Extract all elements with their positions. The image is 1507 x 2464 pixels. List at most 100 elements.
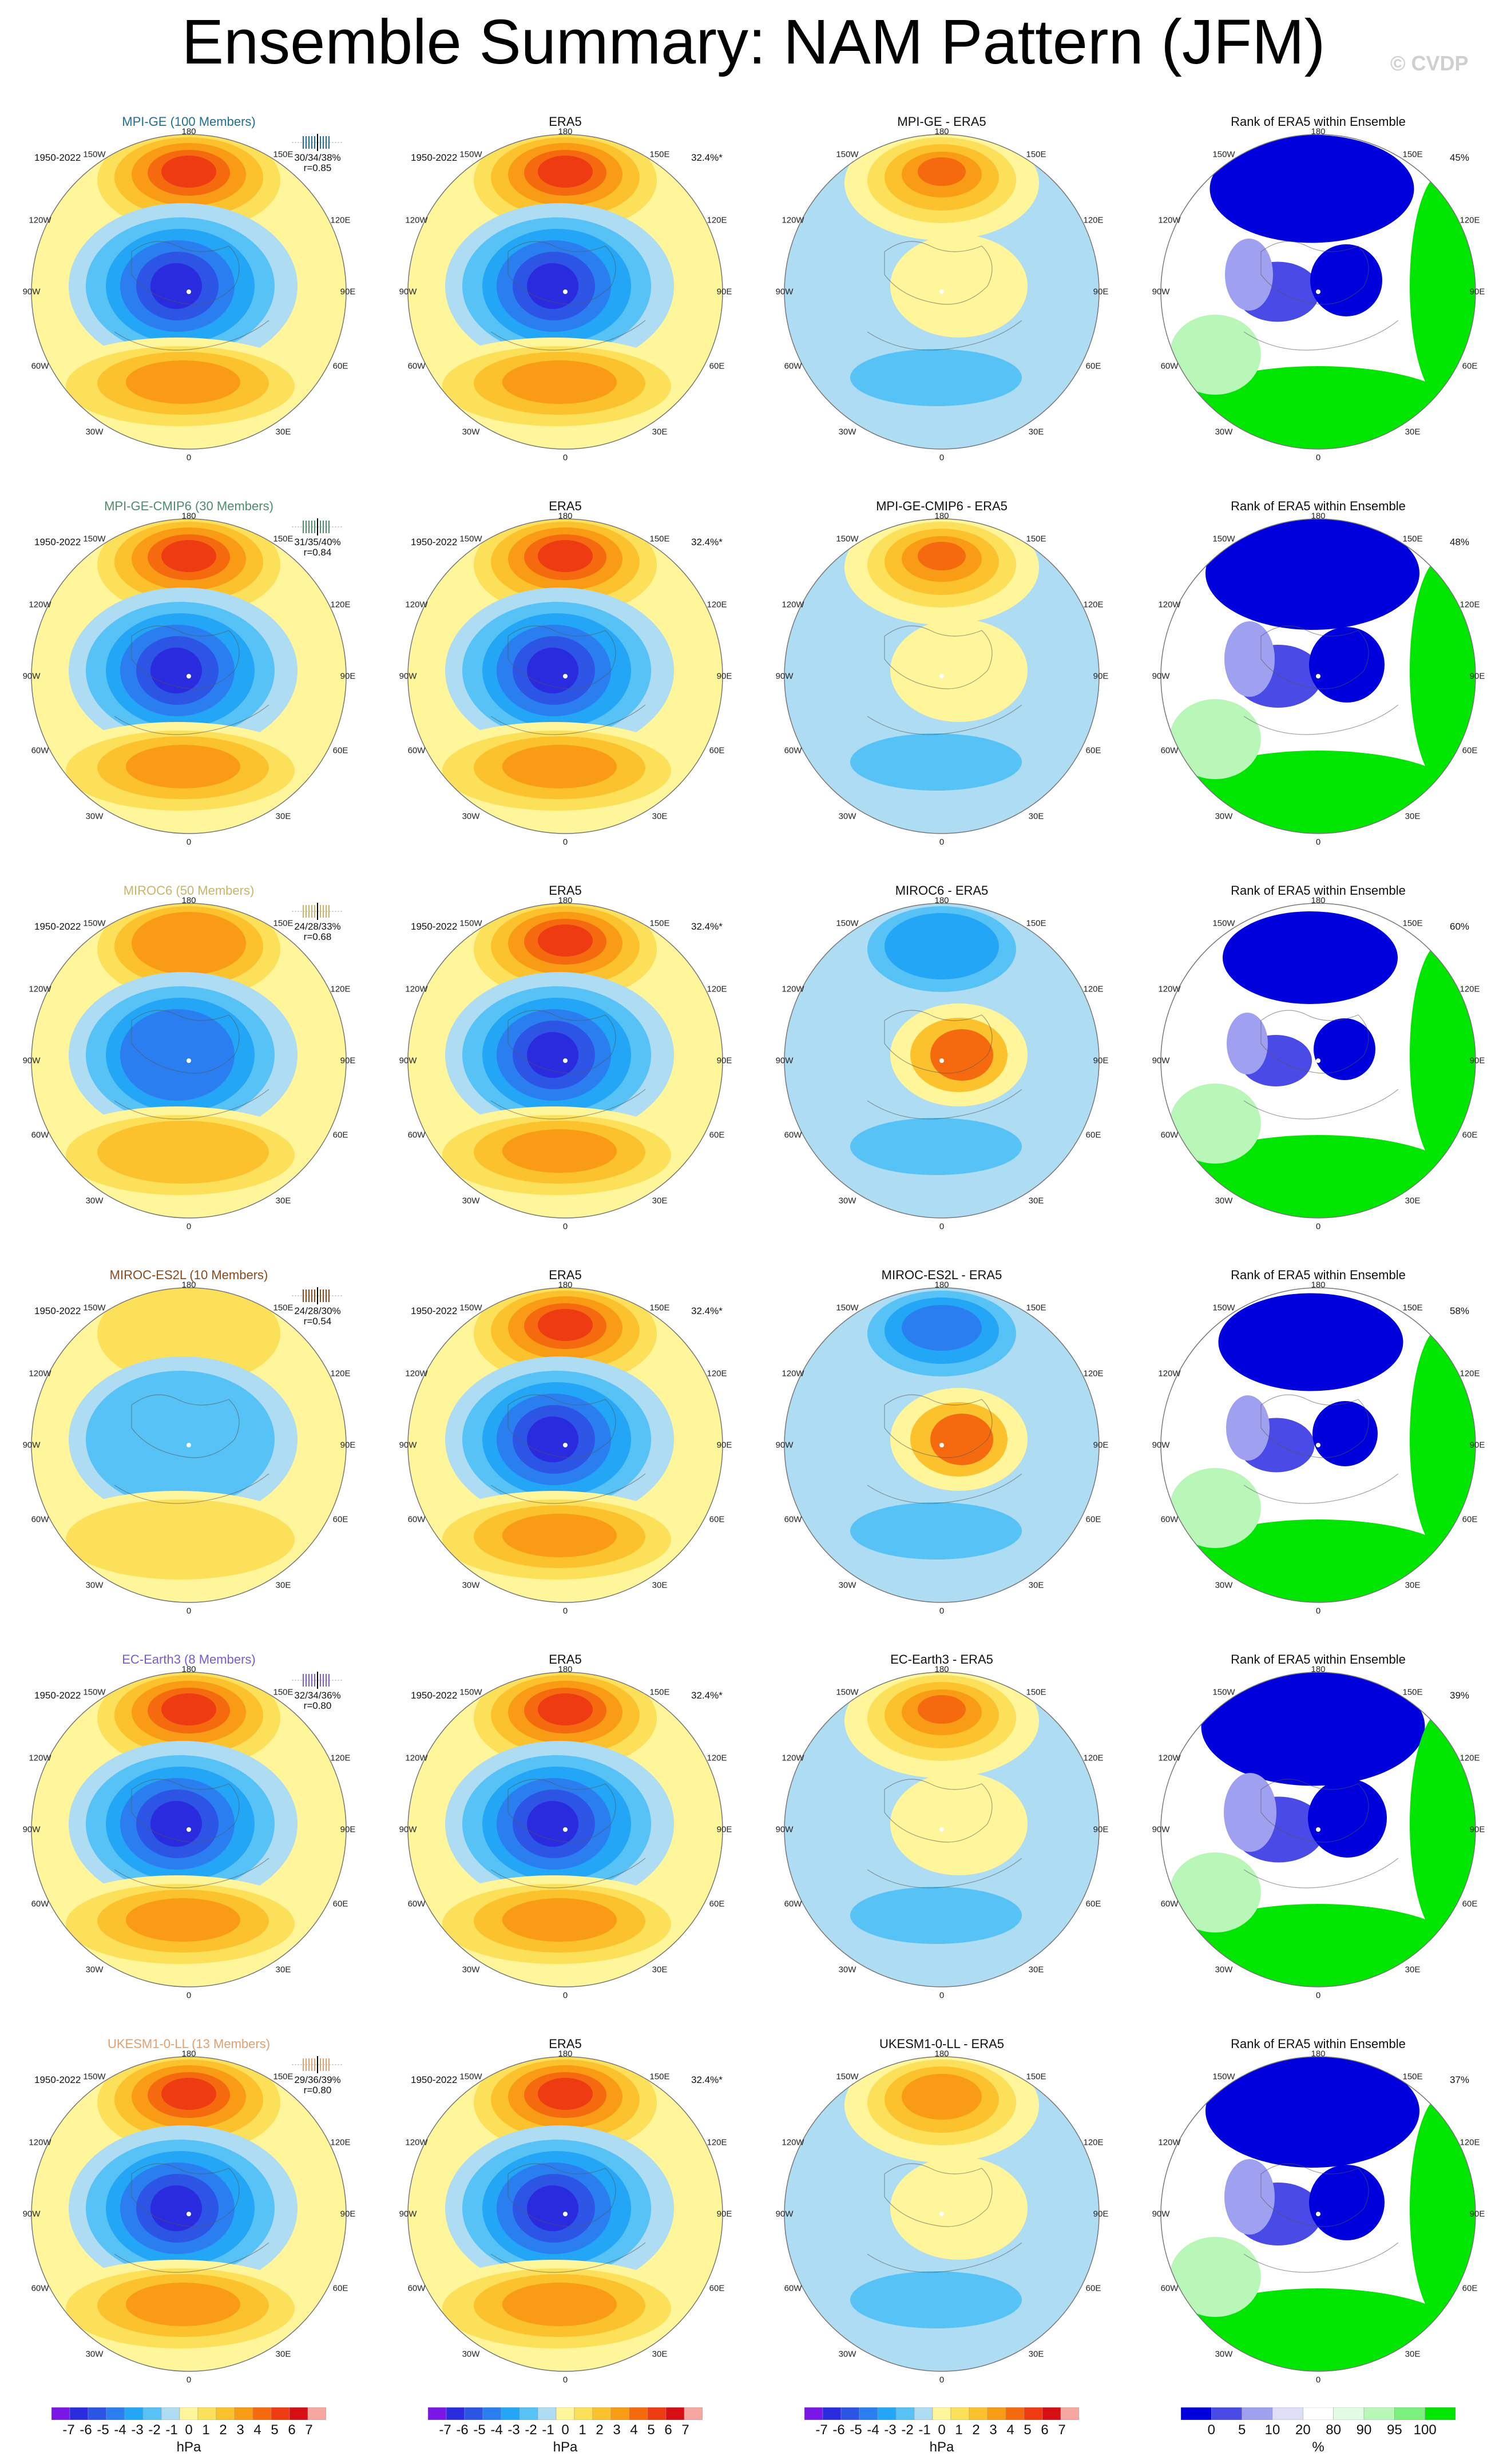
colorbar-tick: 0 [1207,2422,1216,2438]
coord-label: 120E [1083,600,1104,610]
coord-label: 120E [1460,2137,1480,2148]
coord-label: 30W [1215,1965,1233,1975]
panel-title: Rank of ERA5 within Ensemble [1231,2037,1406,2051]
coord-label: 120E [707,984,727,994]
coord-label: 90E [716,287,732,297]
coord-label: 60W [31,1899,49,1909]
coord-label: 150W [836,149,859,160]
coord-label: 0 [1315,453,1321,463]
polar-map [1160,1672,1476,1987]
colorbar-swatch [179,2407,199,2421]
polar-map [31,134,347,450]
coord-label: 30W [462,1580,480,1590]
era5-variance: 32.4%* [691,537,723,547]
coord-label: 120W [29,2137,51,2148]
coord-label: 60E [1085,745,1101,756]
period-label: 1950-2022 [411,921,458,932]
colorbar-tick: 5 [647,2422,655,2438]
coord-label: 120W [782,984,804,994]
era5-variance: 32.4%* [691,1690,723,1701]
colorbar-swatch [106,2407,125,2421]
panel-title: Rank of ERA5 within Ensemble [1231,114,1406,129]
coord-label: 120E [1460,1368,1480,1379]
panel-title: Rank of ERA5 within Ensemble [1231,499,1406,513]
coord-label: 150E [1402,1687,1423,1697]
coord-label: 120W [405,984,428,994]
coord-label: 60W [1160,745,1179,756]
coord-label: 90E [1093,2209,1109,2219]
polar-map [407,1287,723,1603]
colorbar-swatch [950,2407,970,2421]
coord-label: 120E [330,600,351,610]
coord-label: 90W [399,287,417,297]
colorbar-tick: -7 [439,2422,451,2438]
coord-label: 150W [459,149,482,160]
coord-label: 150W [836,918,859,929]
coord-label: 30W [85,1196,104,1206]
coord-label: 150E [1402,149,1423,160]
coord-label: 150W [1212,918,1235,929]
coord-label: 120E [1460,984,1480,994]
panel-era5-row-3: ERA5 1950-2022 32.4%* 180 150W 150E 120W 120E 90… [394,883,737,1238]
era5-variance: 32.4%* [691,921,723,932]
coord-label: 120E [1460,1753,1480,1763]
coord-label: 60E [1085,1514,1101,1525]
colorbar-tick: -3 [884,2422,897,2438]
panel-diff-row-5: EC-Earth3 - ERA5 180 150W 150E 120W 120E 90W 90… [770,1652,1113,2007]
ensemble-stats: 24/28/33% [294,921,341,932]
coord-label: 0 [939,1221,945,1232]
coord-label: 150W [1212,1303,1235,1313]
coord-label: 180 [558,511,573,521]
coord-label: 30W [85,427,104,437]
coord-label: 30E [1405,427,1421,437]
colorbar-swatch [1024,2407,1043,2421]
coord-label: 60E [1085,361,1101,371]
coord-label: 30W [838,1196,856,1206]
coord-label: 90W [22,2209,41,2219]
coord-label: 180 [934,2049,949,2059]
colorbar-tick: -5 [97,2422,109,2438]
colorbar-swatch [1042,2407,1061,2421]
coord-label: 90E [1093,671,1109,681]
period-label: 1950-2022 [411,152,458,163]
coord-label: 0 [562,1221,568,1232]
coord-label: 180 [558,2049,573,2059]
coord-label: 150W [836,1303,859,1313]
panel-title: UKESM1-0-LL - ERA5 [879,2037,1005,2051]
colorbar-swatch [1425,2407,1456,2421]
colorbar-tick: 2 [972,2422,980,2438]
colorbar-tick: -4 [490,2422,503,2438]
coord-label: 30E [1028,1965,1044,1975]
coord-label: 90W [1152,2209,1170,2219]
coord-label: 150E [1026,1303,1046,1313]
coord-label: 90W [399,671,417,681]
polar-map [784,518,1100,834]
coord-label: 150W [836,1687,859,1697]
coord-label: 30W [85,1580,104,1590]
coord-label: 60W [31,361,49,371]
coord-label: 60W [784,2283,802,2294]
coord-label: 90E [1469,1056,1485,1066]
rank-percent: 37% [1450,2074,1470,2085]
polar-map [31,903,347,1219]
polar-map [31,1672,347,1987]
colorbar-swatch [252,2407,272,2421]
coord-label: 90W [775,1056,794,1066]
panel-title: Rank of ERA5 within Ensemble [1231,1268,1406,1282]
panel-title: ERA5 [549,114,582,129]
rank-percent: 58% [1450,1306,1470,1316]
coord-label: 150E [273,918,294,929]
colorbar-unit: hPa [929,2439,954,2455]
panel-diff-row-3: MIROC6 - ERA5 180 150W 150E 120W 120E 90W 90E 60… [770,883,1113,1238]
coord-label: 30E [275,1580,291,1590]
coord-label: 120E [1083,1753,1104,1763]
coord-label: 60W [784,1130,802,1140]
coord-label: 30E [652,811,668,822]
coord-label: 90W [22,1440,41,1450]
ensemble-stats: 29/36/39% [294,2074,341,2085]
panel-rank-row-1: Rank of ERA5 within Ensemble 45% 180 150W 15… [1147,114,1490,469]
panel-title: EC-Earth3 (8 Members) [122,1652,256,1667]
colorbar-swatch [629,2407,648,2421]
coord-label: 0 [562,2375,568,2385]
polar-map [784,903,1100,1219]
